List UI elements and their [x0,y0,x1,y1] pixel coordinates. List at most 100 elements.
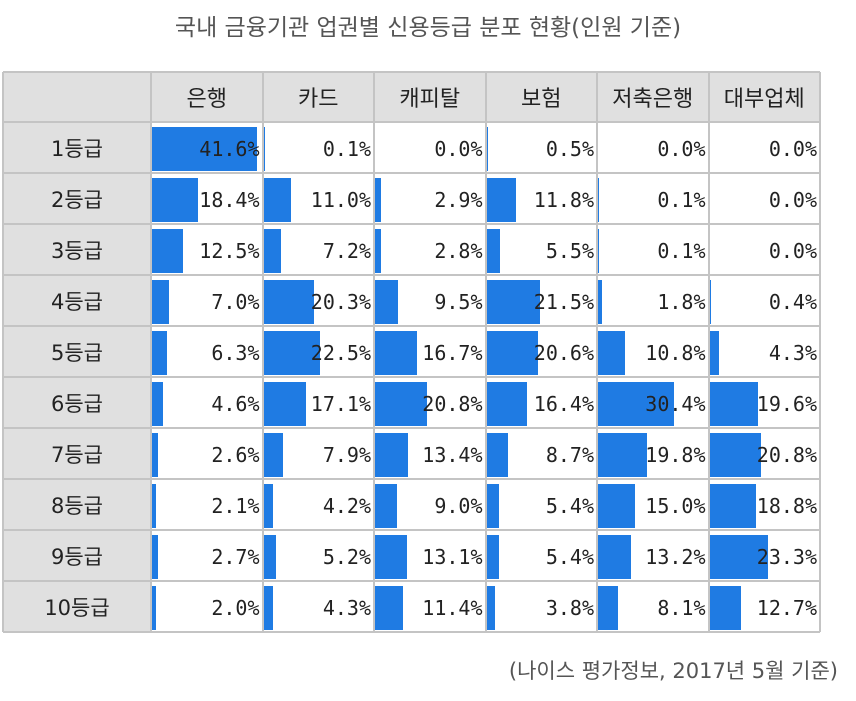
value-bar [485,228,500,273]
data-cell: 30.4% [597,377,709,428]
grid-line-horizontal [3,376,820,378]
value-label: 17.1% [310,391,371,416]
column-header: 대부업체 [708,72,820,122]
data-cell: 16.4% [485,377,597,428]
value-label: 23.3% [756,544,817,569]
data-cell: 15.0% [597,479,709,530]
row-header: 4등급 [3,275,151,326]
value-label: 4.3% [768,340,817,365]
value-label: 18.4% [199,187,260,212]
value-bar [374,585,404,630]
value-label: 11.0% [310,187,371,212]
data-cell: 0.0% [708,224,820,275]
data-cell: 9.0% [374,479,486,530]
value-label: 12.5% [199,238,260,263]
data-cell: 19.6% [708,377,820,428]
data-cell: 17.1% [262,377,374,428]
grid-line-horizontal [3,223,820,225]
value-bar [262,483,274,528]
value-label: 18.8% [756,493,817,518]
value-label: 0.5% [545,136,594,161]
value-bar [374,228,382,273]
data-cell: 10.8% [597,326,709,377]
value-label: 13.4% [422,442,483,467]
value-bar [485,585,496,630]
value-label: 15.0% [645,493,706,518]
value-bar [485,432,508,477]
value-label: 4.2% [322,493,371,518]
value-label: 2.6% [211,442,260,467]
value-label: 13.1% [422,544,483,569]
grid-line-vertical [261,72,264,632]
value-label: 2.7% [211,544,260,569]
grid-line-horizontal [3,172,820,174]
data-cell: 16.7% [374,326,486,377]
value-bar [151,177,198,222]
data-cell: 2.8% [374,224,486,275]
value-label: 19.8% [645,442,706,467]
data-cell: 0.5% [485,122,597,173]
value-label: 0.0% [657,136,706,161]
grid-line-vertical [707,72,710,632]
data-cell: 2.7% [151,530,263,581]
value-bar [597,228,599,273]
value-bar [262,381,307,426]
value-label: 19.6% [756,391,817,416]
data-cell: 0.0% [374,122,486,173]
data-cell: 2.6% [151,428,263,479]
grid-line-vertical [2,72,4,632]
grid-line-horizontal [3,325,820,327]
value-bar [262,585,274,630]
data-cell: 7.9% [262,428,374,479]
data-cell: 20.8% [374,377,486,428]
data-cell: 20.3% [262,275,374,326]
value-bar [597,432,648,477]
value-label: 21.5% [533,289,594,314]
value-label: 7.0% [211,289,260,314]
table-corner [3,72,151,122]
data-cell: 19.8% [597,428,709,479]
value-label: 10.8% [645,340,706,365]
value-bar [485,534,500,579]
row-header: 10등급 [3,581,151,632]
value-bar [374,330,417,375]
data-cell: 12.5% [151,224,263,275]
data-cell: 8.1% [597,581,709,632]
value-bar [374,177,382,222]
row-header: 6등급 [3,377,151,428]
value-bar [151,381,163,426]
value-label: 0.0% [768,136,817,161]
data-cell: 7.2% [262,224,374,275]
grid-line-vertical [373,72,375,632]
column-header: 저축은행 [597,72,709,122]
data-cell: 0.0% [597,122,709,173]
value-bar [374,534,408,579]
grid-line-horizontal [3,529,820,531]
value-bar [708,330,720,375]
value-bar [597,177,599,222]
data-cell: 5.4% [485,530,597,581]
grid-line-vertical [819,72,821,632]
data-cell: 18.8% [708,479,820,530]
data-cell: 5.5% [485,224,597,275]
data-cell: 22.5% [262,326,374,377]
grid-line-horizontal [3,71,820,73]
value-label: 0.1% [657,238,706,263]
value-label: 5.4% [545,493,594,518]
value-label: 30.4% [645,391,706,416]
value-label: 2.8% [434,238,483,263]
row-header: 9등급 [3,530,151,581]
value-bar [151,585,157,630]
value-bar [262,330,320,375]
value-bar [151,126,257,171]
value-bar [262,534,276,579]
value-label: 4.3% [322,595,371,620]
data-cell: 11.4% [374,581,486,632]
value-label: 41.6% [199,136,260,161]
value-label: 4.6% [211,391,260,416]
grid-line-vertical [484,72,487,632]
grid-line-vertical [150,72,152,632]
value-label: 13.2% [645,544,706,569]
value-bar [597,330,625,375]
